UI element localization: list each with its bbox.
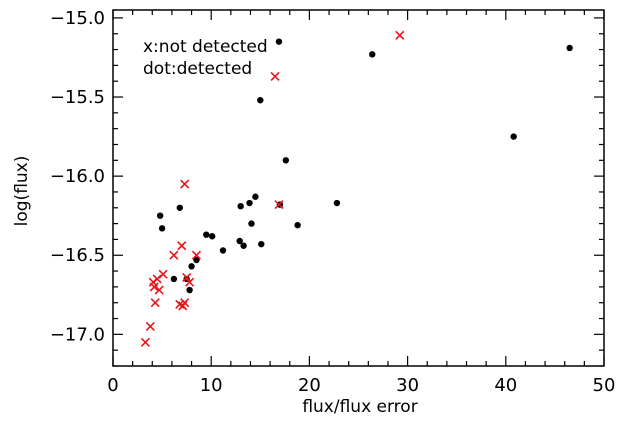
detected-point <box>333 199 341 207</box>
legend-line-2: dot:detected <box>143 59 252 79</box>
detected-point <box>158 225 166 232</box>
y-tick-label: −15.5 <box>50 87 105 108</box>
detected-point <box>240 242 247 249</box>
not-detected-point <box>191 250 202 260</box>
detected-point <box>193 256 200 264</box>
plot-frame <box>112 9 605 367</box>
not-detected-point <box>274 200 284 210</box>
x-axis-label: flux/flux error <box>302 397 417 417</box>
legend: x:not detected dot:detected <box>143 37 268 79</box>
not-detected-point <box>395 30 405 40</box>
not-detected-point <box>152 274 162 284</box>
x-tick-label: 50 <box>593 375 616 396</box>
axes: 0 10 20 30 40 50 −17.0 −16.5 −16.0 −15.5 −15.0 <box>50 8 616 396</box>
not-detected-point <box>185 277 195 287</box>
detected-point <box>170 275 178 283</box>
not-detected-point <box>270 71 280 82</box>
detected-point <box>176 204 183 211</box>
detected-point <box>156 212 164 219</box>
x-tick-label: 10 <box>200 375 223 396</box>
not-detected-point <box>177 241 187 251</box>
y-tick-label: −16.0 <box>50 166 105 187</box>
data-points <box>140 30 573 347</box>
not-detected-point <box>140 337 150 347</box>
detected-point <box>219 247 227 254</box>
detected-point <box>186 286 193 294</box>
not-detected-point <box>182 272 192 282</box>
y-axis-label: log(flux) <box>12 156 32 227</box>
x-tick-label: 0 <box>107 375 118 396</box>
x-tick-label: 40 <box>494 375 517 396</box>
not-detected-point <box>180 298 190 308</box>
detected-point <box>510 133 517 140</box>
detected-point <box>237 202 244 210</box>
detected-point <box>252 193 259 200</box>
x-tick-label: 20 <box>298 375 321 396</box>
not-detected-point <box>158 269 168 279</box>
not-detected-point <box>150 298 160 308</box>
detected-point <box>258 240 265 248</box>
not-detected-point <box>169 250 179 260</box>
detected-point <box>246 199 253 207</box>
detected-point <box>248 220 255 227</box>
detected-point <box>236 237 243 245</box>
not-detected-point <box>154 285 164 295</box>
detected-point <box>275 38 283 45</box>
y-tick-label: −16.5 <box>50 245 105 266</box>
not-detected-point <box>145 321 155 332</box>
detected-point <box>208 233 216 240</box>
detected-point <box>369 51 376 58</box>
detected-point <box>257 96 264 104</box>
not-detected-point <box>180 179 190 189</box>
y-tick-label: −17.0 <box>50 324 105 345</box>
detected-point <box>294 221 301 229</box>
not-detected-point <box>149 282 159 292</box>
y-tick-label: −15.0 <box>50 8 105 29</box>
detected-point <box>203 231 210 238</box>
legend-line-1: x:not detected <box>143 37 268 57</box>
x-tick-label: 30 <box>396 375 419 396</box>
detected-point <box>282 157 290 164</box>
detected-point <box>188 263 195 270</box>
detected-point <box>566 44 573 52</box>
